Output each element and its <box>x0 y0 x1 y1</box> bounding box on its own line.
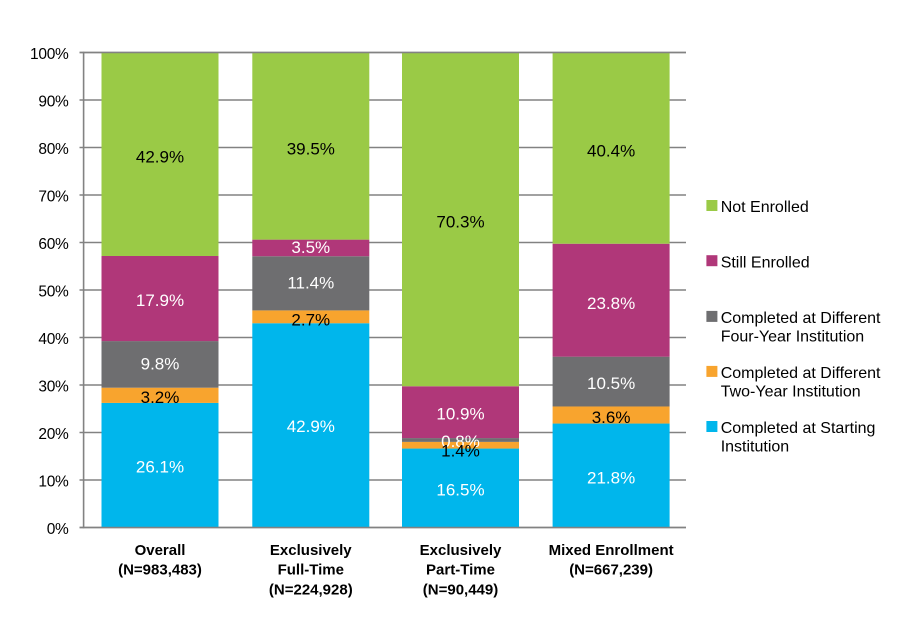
svg-text:Institution: Institution <box>721 439 789 456</box>
svg-text:40%: 40% <box>38 331 69 348</box>
svg-text:Part-Time: Part-Time <box>426 562 495 579</box>
svg-text:3.5%: 3.5% <box>291 238 330 257</box>
svg-text:3.6%: 3.6% <box>592 408 631 427</box>
svg-text:(N=90,449): (N=90,449) <box>423 581 498 598</box>
svg-text:Completed at Different: Completed at Different <box>721 365 881 382</box>
svg-text:70%: 70% <box>38 189 69 206</box>
svg-text:0.8%: 0.8% <box>441 432 480 451</box>
svg-text:30%: 30% <box>38 379 69 396</box>
svg-text:(N=983,483): (N=983,483) <box>118 562 202 579</box>
svg-text:Exclusively: Exclusively <box>270 542 352 559</box>
svg-text:40.4%: 40.4% <box>587 141 635 160</box>
svg-text:Completed at Starting: Completed at Starting <box>721 420 876 437</box>
svg-text:23.8%: 23.8% <box>587 294 635 313</box>
svg-text:Not Enrolled: Not Enrolled <box>721 199 809 216</box>
svg-text:3.2%: 3.2% <box>141 388 180 407</box>
svg-text:Overall: Overall <box>135 542 186 559</box>
svg-text:21.8%: 21.8% <box>587 468 635 487</box>
svg-text:90%: 90% <box>38 94 69 111</box>
svg-text:10.9%: 10.9% <box>436 405 484 424</box>
svg-text:Completed at Different: Completed at Different <box>721 310 881 327</box>
svg-text:20%: 20% <box>38 426 69 443</box>
svg-text:26.1%: 26.1% <box>136 458 184 477</box>
svg-text:10%: 10% <box>38 474 69 491</box>
svg-text:39.5%: 39.5% <box>287 140 335 159</box>
svg-text:Two-Year Institution: Two-Year Institution <box>721 384 861 401</box>
svg-text:70.3%: 70.3% <box>436 212 484 231</box>
svg-text:Full-Time: Full-Time <box>278 562 344 579</box>
svg-text:100%: 100% <box>30 46 69 63</box>
svg-text:2.7%: 2.7% <box>291 311 330 330</box>
svg-text:Still Enrolled: Still Enrolled <box>721 254 810 271</box>
svg-text:Four-Year Institution: Four-Year Institution <box>721 329 864 346</box>
svg-text:60%: 60% <box>38 236 69 253</box>
svg-text:50%: 50% <box>38 284 69 301</box>
svg-text:Exclusively: Exclusively <box>420 542 502 559</box>
svg-text:0%: 0% <box>47 521 69 538</box>
svg-text:(N=224,928): (N=224,928) <box>269 581 353 598</box>
svg-text:16.5%: 16.5% <box>436 481 484 500</box>
svg-text:1.4%: 1.4% <box>441 442 480 461</box>
svg-text:42.9%: 42.9% <box>287 417 335 436</box>
svg-text:42.9%: 42.9% <box>136 148 184 167</box>
svg-text:10.5%: 10.5% <box>587 374 635 393</box>
svg-text:80%: 80% <box>38 141 69 158</box>
svg-text:Mixed Enrollment: Mixed Enrollment <box>549 542 674 559</box>
svg-text:9.8%: 9.8% <box>141 355 180 374</box>
svg-text:11.4%: 11.4% <box>287 274 334 293</box>
svg-text:17.9%: 17.9% <box>136 291 184 310</box>
svg-text:(N=667,239): (N=667,239) <box>569 562 653 579</box>
